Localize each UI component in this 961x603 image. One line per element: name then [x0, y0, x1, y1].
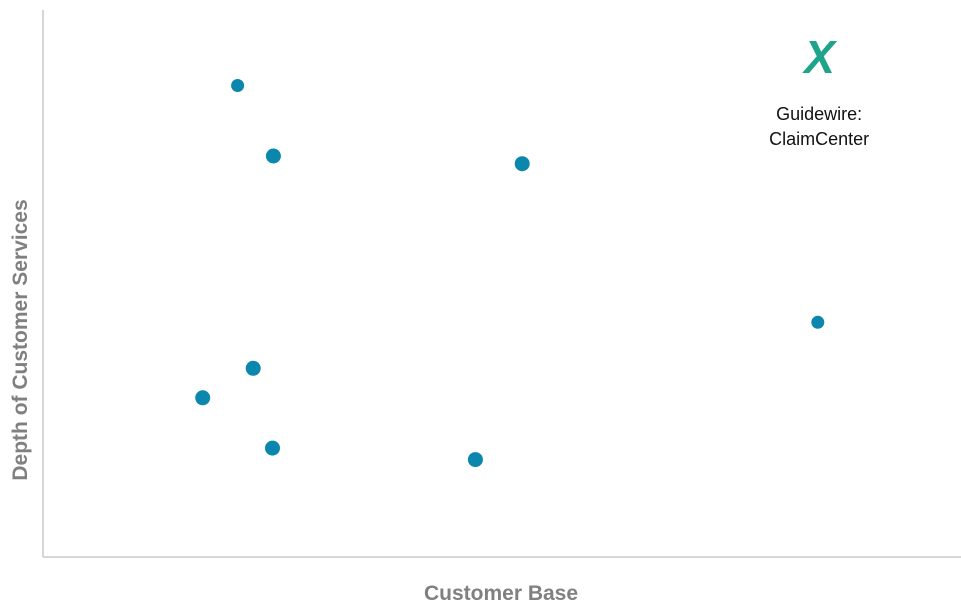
data-points	[195, 79, 825, 468]
highlight-marker-x: X	[801, 31, 837, 83]
data-point-8	[467, 452, 483, 468]
highlight-label-line-1: Guidewire:	[776, 104, 862, 124]
data-point-1	[231, 79, 245, 92]
data-point-3	[514, 156, 530, 172]
data-point-2	[265, 148, 281, 164]
data-point-4	[811, 315, 825, 329]
data-point-6	[195, 390, 211, 406]
data-point-5	[245, 360, 261, 376]
y-axis-title: Depth of Customer Services	[9, 199, 32, 480]
highlight-label-line-2: ClaimCenter	[769, 129, 869, 149]
x-axis-title: Customer Base	[424, 582, 578, 603]
data-point-7	[265, 440, 280, 456]
